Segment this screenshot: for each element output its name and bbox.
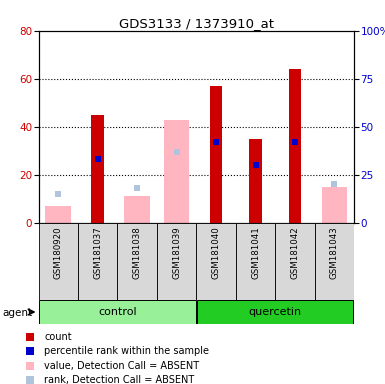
Text: GSM181040: GSM181040 [212,227,221,279]
Text: quercetin: quercetin [249,307,302,317]
Text: GSM181037: GSM181037 [93,227,102,279]
Bar [45,206,71,223]
Bar [91,115,104,223]
Text: percentile rank within the sample: percentile rank within the sample [44,346,209,356]
Title: GDS3133 / 1373910_at: GDS3133 / 1373910_at [119,17,274,30]
Bar [38,223,78,300]
Bar [197,300,353,324]
Bar [249,139,262,223]
Text: control: control [98,307,137,317]
Bar [315,223,354,300]
Text: rank, Detection Call = ABSENT: rank, Detection Call = ABSENT [44,375,194,384]
Bar [78,223,117,300]
Bar [164,119,189,223]
Text: GSM181042: GSM181042 [291,227,300,279]
Bar [321,187,347,223]
Bar [275,223,315,300]
Bar [289,69,301,223]
Bar [117,223,157,300]
Text: GSM181039: GSM181039 [172,227,181,279]
Bar [157,223,196,300]
Text: count: count [44,332,72,342]
Text: GSM180920: GSM180920 [54,227,63,279]
Text: GSM181038: GSM181038 [133,227,142,279]
Text: GSM181043: GSM181043 [330,227,339,279]
Bar [39,300,196,324]
Text: agent: agent [2,308,32,318]
Text: value, Detection Call = ABSENT: value, Detection Call = ABSENT [44,361,199,371]
Bar [196,223,236,300]
Text: GSM181041: GSM181041 [251,227,260,279]
Bar [236,223,275,300]
Bar [210,86,223,223]
Bar [124,196,150,223]
